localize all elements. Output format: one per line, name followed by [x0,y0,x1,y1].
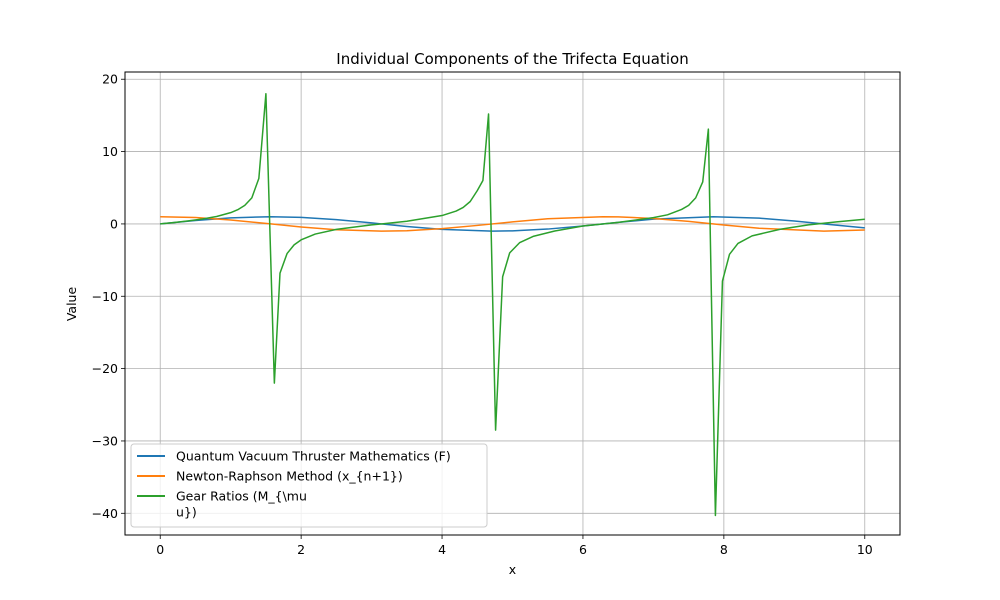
y-tick-label: −40 [92,506,118,521]
plot-frame [124,71,901,536]
y-axis-label: Value [64,287,79,322]
series-line-3 [160,92,865,517]
series-line-2 [160,215,865,232]
legend: Quantum Vacuum Thruster Mathematics (F) N… [130,443,488,528]
series-line-1 [160,215,865,232]
chart-title: Individual Components of the Trifecta Eq… [336,50,688,68]
x-axis-label: x [509,562,516,577]
y-tick-label: 10 [102,144,118,159]
series-lines [160,92,865,517]
x-tick-label: 6 [579,542,587,557]
y-tick-label: 0 [110,216,118,231]
y-tick-label: −20 [92,361,118,376]
legend-label-3: Gear Ratios (M_{\mu u}) [176,489,307,520]
x-tick-label: 0 [156,542,164,557]
x-tick-label: 2 [297,542,305,557]
grid-lines [125,72,900,535]
y-tick-label: −30 [92,433,118,448]
axis-ticks: 0 2 4 6 8 10 −40 −30 −20 −10 0 10 20 [92,72,873,557]
x-tick-label: 10 [857,542,873,557]
x-tick-label: 4 [438,542,446,557]
y-tick-label: −10 [92,289,118,304]
x-tick-label: 8 [720,542,728,557]
legend-box [130,443,488,528]
legend-label-2: Newton-Raphson Method (x_{n+1}) [176,469,403,484]
y-tick-label: 20 [102,72,118,87]
legend-label-1: Quantum Vacuum Thruster Mathematics (F) [176,449,451,464]
